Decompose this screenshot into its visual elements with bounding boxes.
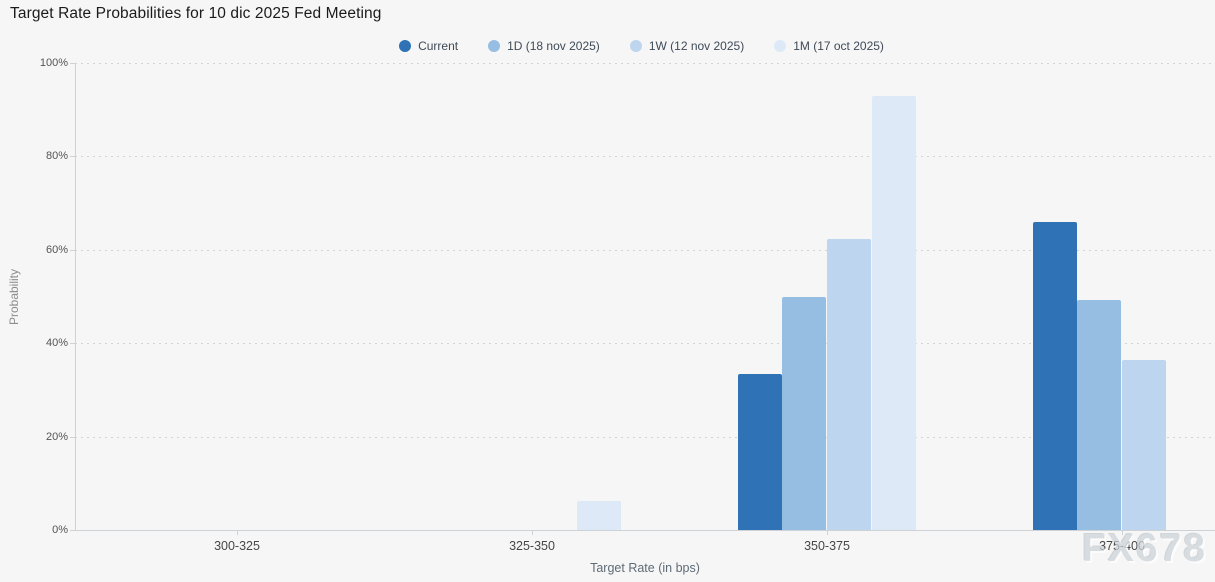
y-tick-mark: [70, 249, 75, 251]
bar-1m-350-375[interactable]: [871, 96, 916, 530]
series-swatch-icon: [399, 40, 412, 52]
y-tick-mark: [70, 63, 75, 64]
x-tick-mark: [827, 530, 828, 535]
bar-1d-375-400[interactable]: [1077, 299, 1122, 530]
x-tick-label-375-400: 375-400: [1099, 539, 1145, 553]
y-tick-mark: [70, 530, 75, 531]
gridline-60%: [75, 249, 1215, 251]
series-swatch-icon: [488, 40, 501, 52]
x-tick-label-300-325: 300-325: [214, 539, 260, 553]
legend-item-1w[interactable]: 1W (12 nov 2025): [629, 39, 745, 53]
legend-label: 1W (12 nov 2025): [648, 39, 745, 53]
legend-label: 1M (17 oct 2025): [793, 39, 884, 53]
legend-label: Current: [418, 39, 459, 53]
series-swatch-icon: [774, 40, 787, 52]
y-tick-label: 0%: [52, 524, 68, 536]
gridline-40%: [75, 343, 1215, 345]
x-tick-label-325-350: 325-350: [509, 539, 555, 553]
y-tick-label: 60%: [45, 243, 68, 256]
bar-1w-375-400[interactable]: [1122, 359, 1166, 530]
x-tick-mark: [237, 530, 238, 535]
y-axis-line: [75, 63, 76, 530]
x-tick-mark: [1122, 530, 1123, 535]
x-axis-line: [75, 530, 1215, 531]
y-axis-title: Probability: [7, 268, 21, 326]
x-axis-title: Target Rate (in bps): [590, 561, 700, 575]
y-tick-label: 20%: [45, 430, 68, 443]
chart-title: Target Rate Probabilities for 10 dic 202…: [10, 5, 382, 22]
legend-label: 1D (18 nov 2025): [507, 39, 600, 53]
legend: Current 1D (18 nov 2025) 1W (12 nov 2025) 1…: [68, 36, 1215, 56]
bar-1w-350-375[interactable]: [827, 239, 871, 530]
y-tick-label: 100%: [39, 57, 68, 69]
y-tick-label: 80%: [45, 150, 68, 163]
bar-1m-325-350[interactable]: [576, 501, 621, 530]
y-tick-label: 40%: [45, 337, 68, 350]
series-swatch-icon: [629, 40, 642, 52]
bar-current-350-375[interactable]: [737, 374, 782, 530]
x-tick-label-350-375: 350-375: [804, 539, 850, 553]
gridline-80%: [75, 156, 1215, 158]
y-tick-mark: [70, 343, 75, 345]
legend-item-current[interactable]: Current: [399, 39, 458, 53]
gridline-100%: [75, 63, 1215, 64]
y-tick-mark: [70, 436, 75, 438]
gridline-20%: [75, 436, 1215, 438]
y-tick-mark: [70, 156, 75, 158]
legend-item-1d[interactable]: 1D (18 nov 2025): [488, 39, 600, 53]
bar-current-375-400[interactable]: [1032, 222, 1077, 530]
legend-item-1m[interactable]: 1M (17 oct 2025): [774, 39, 884, 53]
x-tick-mark: [532, 530, 533, 535]
bar-1d-350-375[interactable]: [782, 297, 827, 530]
